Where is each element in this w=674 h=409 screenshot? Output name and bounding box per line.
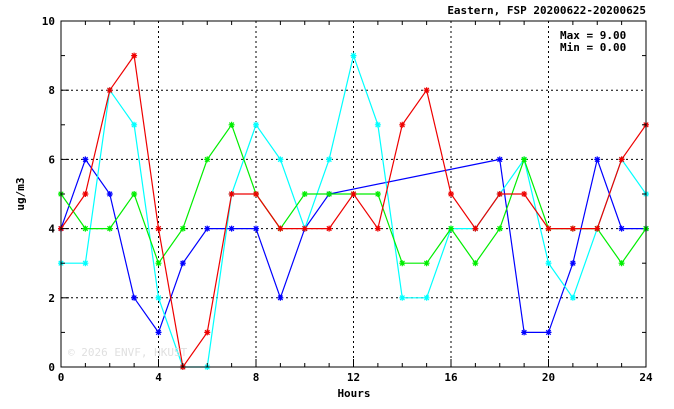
data-point-marker [179, 225, 186, 232]
data-point-marker [131, 121, 138, 128]
data-point-marker [228, 225, 235, 232]
data-point-marker [253, 191, 259, 197]
data-point-marker [228, 121, 235, 128]
data-point-marker [301, 225, 308, 232]
data-point-marker [594, 225, 601, 232]
data-point-marker [472, 225, 479, 232]
data-point-marker [545, 260, 552, 267]
data-point-marker [253, 225, 259, 232]
data-point-marker [204, 156, 211, 163]
data-point-marker [277, 225, 284, 232]
series [58, 156, 649, 336]
y-tick-label: 10 [42, 15, 55, 28]
data-point-marker [472, 260, 479, 267]
data-point-marker [253, 121, 259, 128]
data-point-marker [326, 156, 333, 163]
data-point-marker [496, 225, 503, 232]
data-point-marker [204, 329, 211, 336]
data-point-marker [350, 191, 357, 197]
data-point-marker [82, 260, 89, 267]
y-tick-label: 4 [48, 223, 55, 236]
data-point-marker [374, 191, 381, 197]
chart-title: Eastern, FSP 20200622-20200625 [447, 4, 646, 17]
data-point-marker [569, 260, 576, 267]
data-point-marker [399, 294, 406, 301]
data-point-marker [131, 294, 138, 301]
data-point-marker [179, 260, 186, 267]
data-point-marker [521, 329, 528, 336]
data-point-marker [155, 225, 162, 232]
data-point-marker [594, 156, 601, 163]
data-point-marker [496, 191, 503, 197]
data-point-marker [569, 225, 576, 232]
x-axis-label: Hours [337, 387, 370, 400]
data-point-marker [521, 156, 528, 163]
min-stat: Min = 0.00 [560, 41, 626, 54]
data-point-marker [448, 191, 454, 197]
data-point-marker [423, 87, 430, 94]
data-point-marker [228, 191, 235, 197]
data-point-marker [448, 225, 454, 232]
x-tick-label: 4 [155, 371, 162, 384]
x-tick-label: 16 [444, 371, 458, 384]
data-point-marker [204, 225, 211, 232]
y-tick-label: 6 [48, 153, 55, 166]
x-tick-label: 8 [253, 371, 260, 384]
data-point-marker [106, 225, 113, 232]
y-tick-label: 2 [48, 292, 55, 305]
data-point-marker [423, 294, 430, 301]
x-tick-label: 20 [542, 371, 555, 384]
data-point-marker [131, 191, 138, 197]
data-point-marker [326, 191, 333, 197]
data-point-marker [155, 294, 162, 301]
data-point-marker [374, 225, 381, 232]
data-point-marker [326, 225, 333, 232]
max-stat: Max = 9.00 [560, 29, 626, 42]
data-point-marker [374, 121, 381, 128]
data-point-marker [155, 329, 162, 336]
x-tick-label: 0 [58, 371, 65, 384]
watermark: © 2026 ENVF, HKUST [68, 346, 188, 359]
data-point-marker [618, 260, 625, 267]
data-point-marker [131, 52, 138, 59]
x-tick-label: 24 [639, 371, 653, 384]
data-point-marker [618, 156, 625, 163]
data-point-marker [545, 225, 552, 232]
data-point-marker [618, 225, 625, 232]
data-point-marker [399, 260, 406, 267]
data-point-marker [496, 156, 503, 163]
data-point-marker [155, 260, 162, 267]
y-tick-label: 8 [48, 84, 55, 97]
data-point-marker [277, 156, 284, 163]
data-point-marker [106, 191, 113, 197]
y-tick-label: 0 [48, 361, 55, 374]
data-point-marker [82, 156, 89, 163]
x-tick-label: 12 [347, 371, 360, 384]
data-point-marker [277, 294, 284, 301]
data-point-marker [350, 52, 357, 59]
data-point-marker [399, 121, 406, 128]
data-point-marker [423, 260, 430, 267]
data-point-marker [521, 191, 528, 197]
series-group [58, 52, 649, 370]
data-point-marker [569, 294, 576, 301]
data-point-marker [82, 225, 89, 232]
y-axis-label: ug/m3 [14, 177, 27, 210]
data-point-marker [301, 191, 308, 197]
data-point-marker [106, 87, 113, 94]
data-point-marker [545, 329, 552, 336]
data-point-marker [82, 191, 89, 197]
